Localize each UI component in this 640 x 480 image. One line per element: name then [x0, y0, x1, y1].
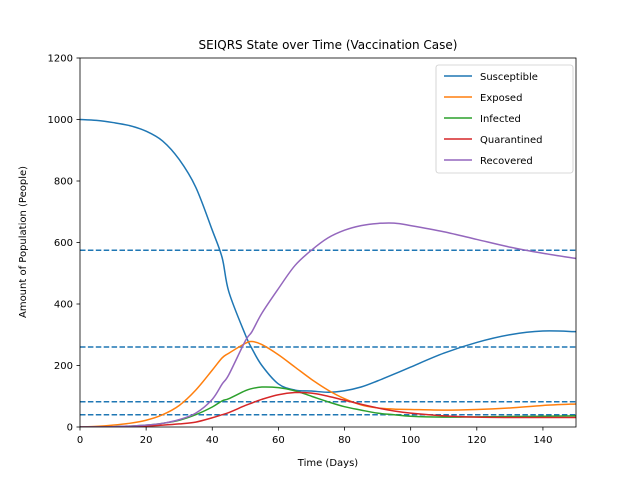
x-axis-label: Time (Days) — [297, 458, 359, 469]
x-tick-label: 100 — [401, 435, 420, 446]
y-tick-label: 1200 — [48, 54, 73, 65]
y-tick-label: 400 — [54, 300, 73, 311]
x-tick-label: 120 — [467, 435, 486, 446]
y-tick-label: 600 — [54, 238, 73, 249]
x-tick-label: 140 — [533, 435, 552, 446]
chart-title: SEIQRS State over Time (Vaccination Case… — [199, 38, 458, 52]
x-tick-label: 40 — [206, 435, 219, 446]
y-tick-label: 0 — [67, 423, 73, 434]
series-line-exposed — [80, 340, 576, 427]
y-tick-label: 1000 — [48, 115, 73, 126]
x-tick-label: 60 — [272, 435, 285, 446]
x-tick-label: 20 — [140, 435, 153, 446]
legend-label-quarantined: Quarantined — [480, 135, 542, 146]
legend-label-susceptible: Susceptible — [480, 72, 538, 83]
y-axis-label: Amount of Population (People) — [18, 166, 29, 318]
legend: Susceptible Exposed Infected Quarantined Rec… — [435, 64, 574, 174]
x-tick-label: 80 — [338, 435, 351, 446]
y-tick-label: 200 — [54, 361, 73, 372]
y-tick-label: 800 — [54, 177, 73, 188]
legend-label-infected: Infected — [480, 114, 521, 125]
series-line-susceptible — [80, 118, 576, 394]
series-line-recovered — [80, 222, 576, 427]
legend-box — [435, 64, 574, 174]
legend-label-exposed: Exposed — [480, 93, 522, 104]
legend-label-recovered: Recovered — [480, 156, 533, 167]
x-tick-label: 0 — [77, 435, 83, 446]
series-line-quarantined — [80, 391, 576, 427]
